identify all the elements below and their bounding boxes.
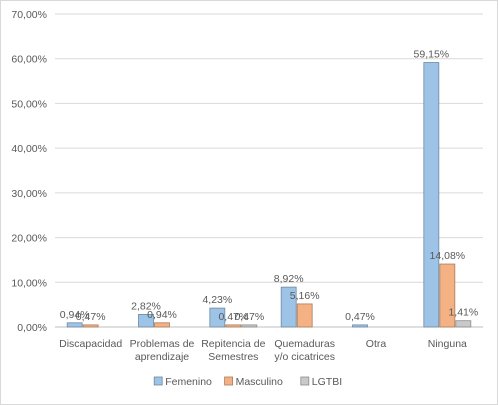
data-label: 14,08% — [430, 250, 466, 262]
data-label: 1,41% — [448, 307, 478, 319]
data-label: 59,15% — [414, 49, 450, 61]
data-label: 8,92% — [274, 273, 304, 285]
legend-label-femenino: Femenino — [165, 376, 212, 388]
y-tick-label: 50,00% — [11, 98, 47, 110]
y-tick-label: 10,00% — [11, 277, 47, 289]
y-tick-label: 40,00% — [11, 143, 47, 155]
x-category-label: Discapacidad — [59, 338, 122, 350]
bar-masculino-2 — [225, 324, 242, 328]
data-label: 0,47% — [76, 311, 106, 323]
bar-masculino-3 — [296, 303, 313, 328]
data-label: 0,94% — [147, 309, 177, 321]
bar-femenino-0 — [66, 322, 83, 328]
legend-label-masculino: Masculino — [236, 376, 283, 388]
bar-masculino-5 — [439, 263, 456, 328]
x-category-label: aprendizaje — [135, 351, 189, 363]
x-category-label: y/o cicatrices — [274, 351, 335, 363]
data-label: 0,47% — [345, 311, 375, 323]
bar-masculino-1 — [154, 322, 170, 328]
x-category-label: Repitencia de — [201, 338, 265, 350]
y-tick-label: 30,00% — [11, 188, 47, 200]
legend-swatch-masculino — [224, 376, 234, 386]
data-label: 0,47% — [218, 311, 248, 323]
bar-masculino-0 — [82, 324, 99, 328]
legend-label-lgtbi: LGTBI — [312, 376, 342, 388]
bar-femenino-4 — [352, 324, 368, 328]
y-tick-label: 70,00% — [11, 9, 47, 21]
bar-femenino-3 — [280, 286, 297, 328]
x-category-label: Quemaduras — [274, 338, 335, 350]
y-tick-label: 0,00% — [17, 322, 47, 334]
data-label: 0,47% — [234, 311, 264, 323]
bar-femenino-1 — [138, 313, 154, 328]
bar-lgtbi-5 — [455, 320, 472, 328]
bar-lgtbi-2 — [241, 324, 258, 328]
data-label: 5,16% — [290, 290, 320, 302]
x-category-label: Otra — [366, 338, 387, 350]
data-label: 0,94% — [60, 309, 90, 321]
x-category-label: Semestres — [208, 351, 258, 363]
y-tick-label: 60,00% — [11, 54, 47, 66]
legend-swatch-femenino — [153, 376, 163, 386]
x-category-label: Ninguna — [428, 338, 467, 350]
bar-femenino-5 — [423, 62, 440, 328]
data-label: 4,23% — [202, 294, 232, 306]
data-label: 2,82% — [131, 300, 161, 312]
legend-swatch-lgtbi — [300, 376, 310, 386]
bar-femenino-2 — [209, 307, 226, 328]
y-tick-label: 20,00% — [11, 233, 47, 245]
x-category-label: Problemas de — [130, 338, 195, 350]
